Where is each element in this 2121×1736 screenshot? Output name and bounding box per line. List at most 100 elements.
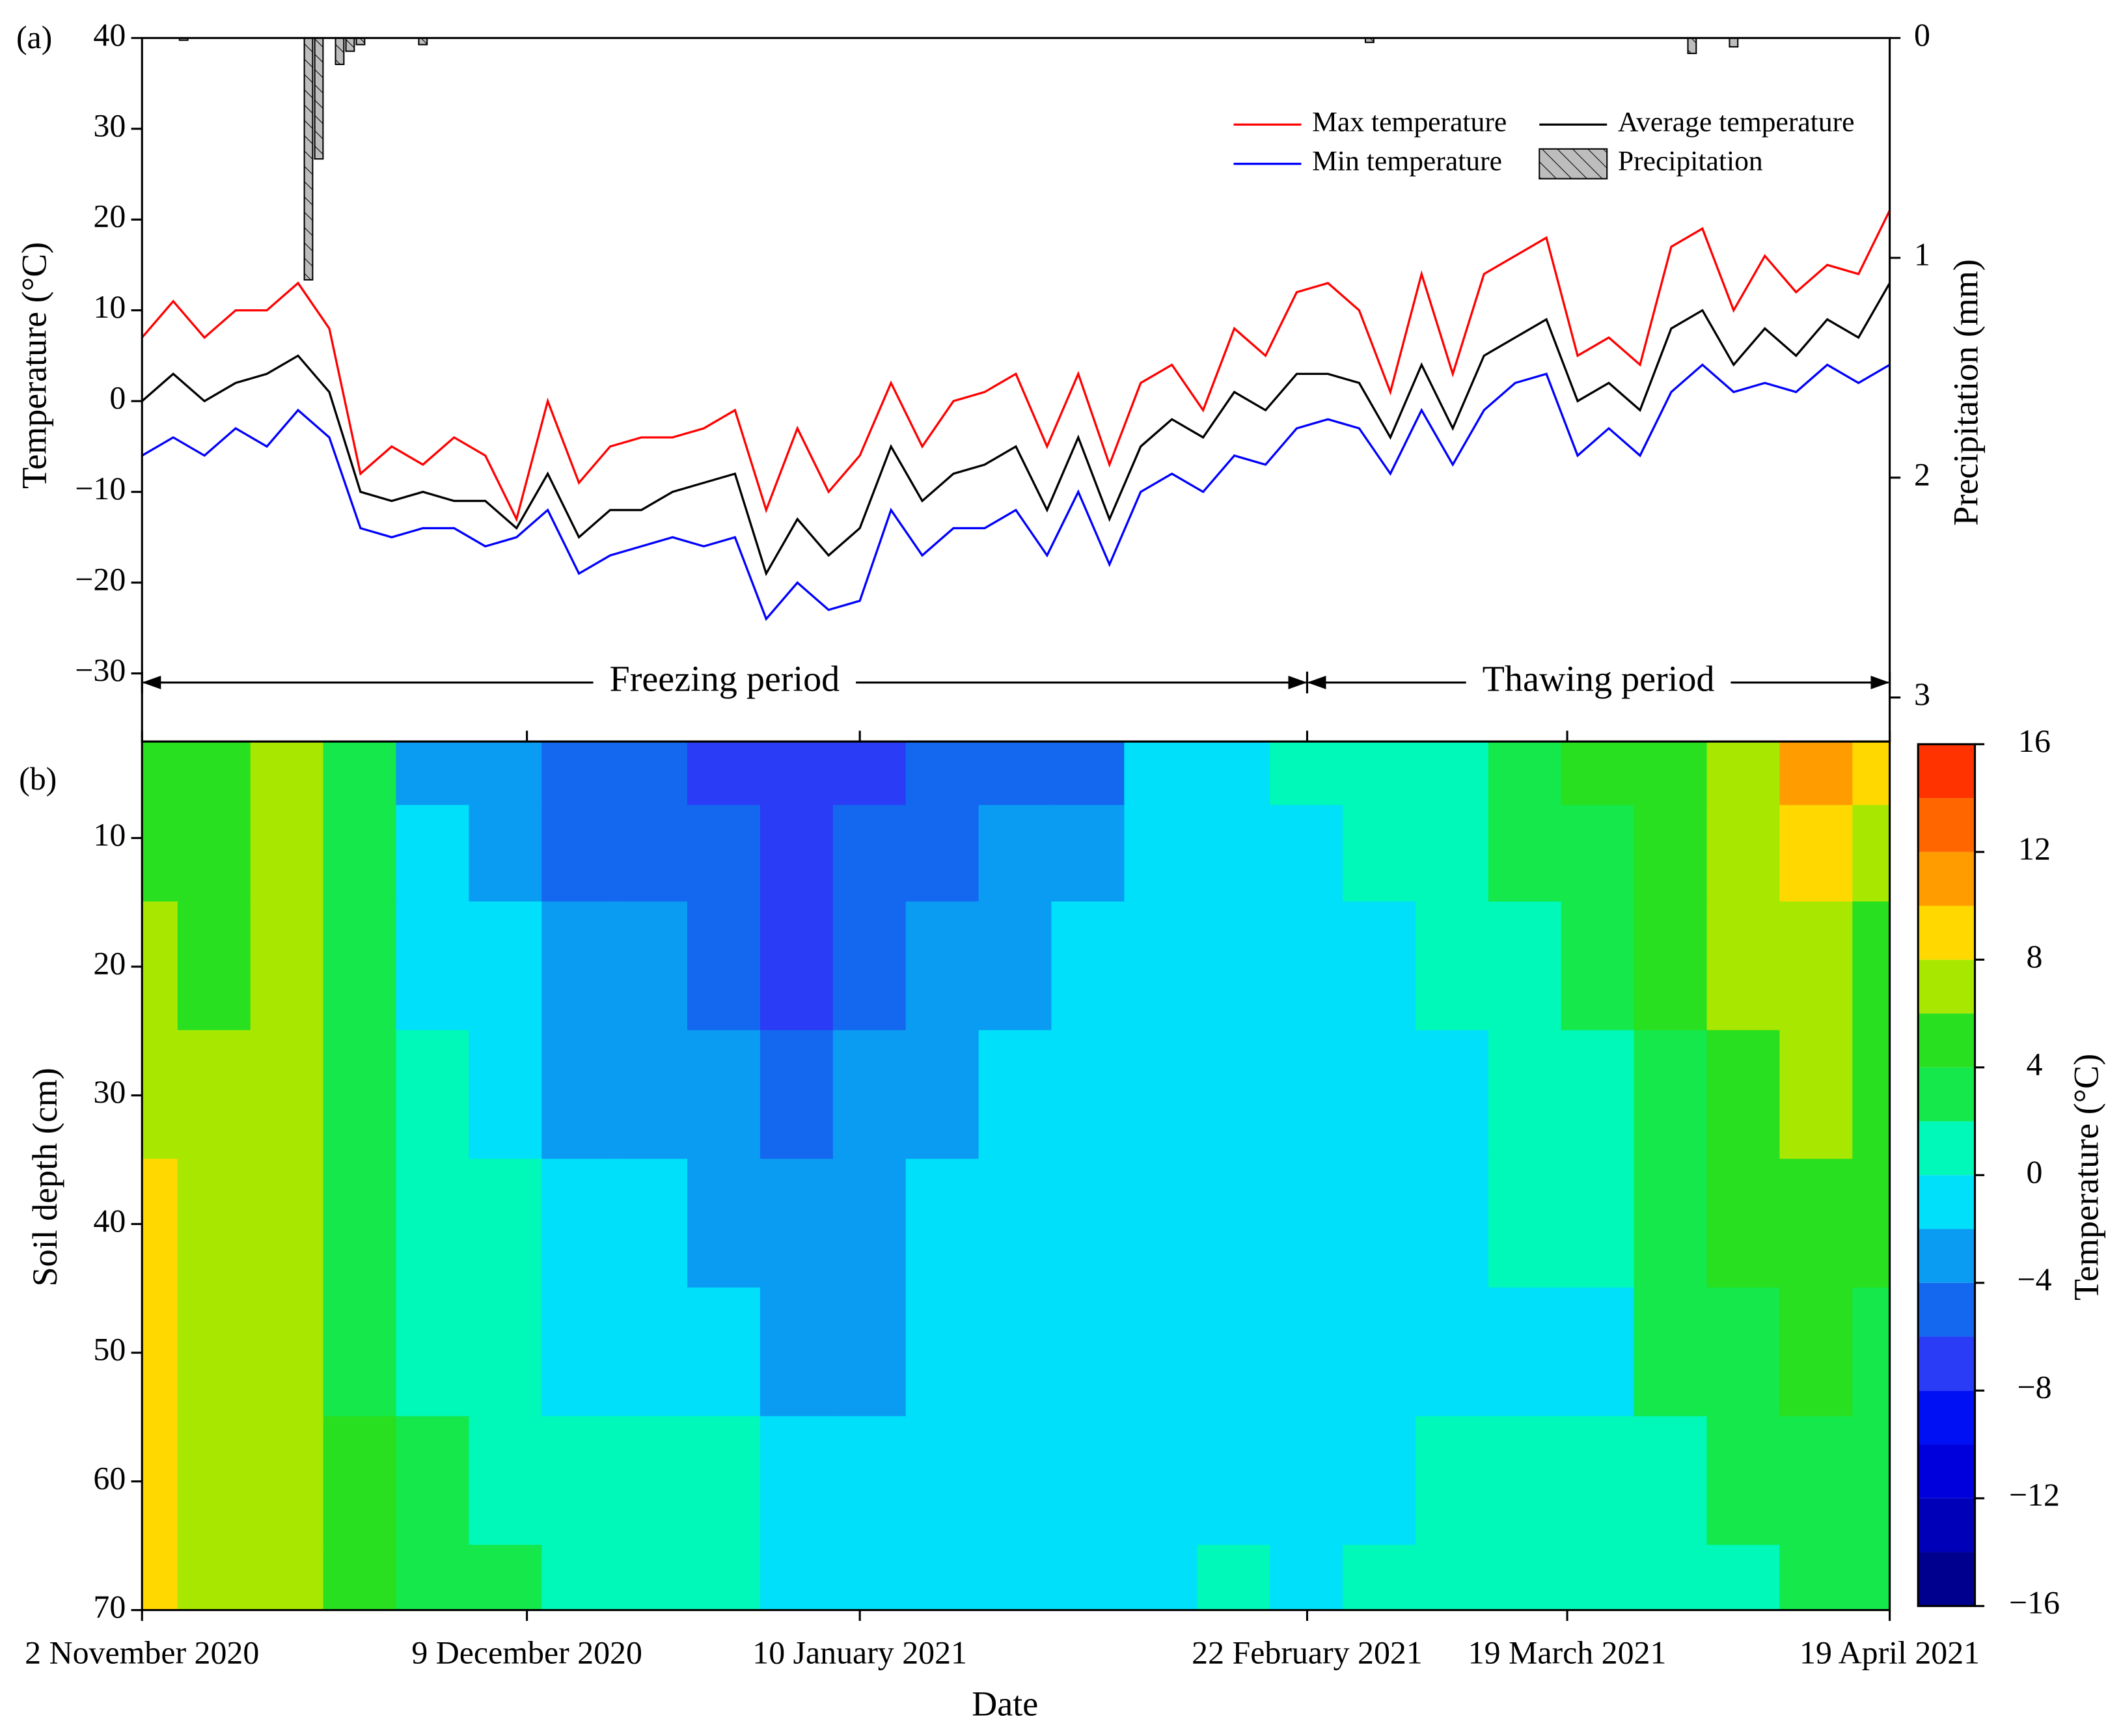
- contour-cell: [1488, 1416, 1563, 1547]
- contour-cell: [469, 1159, 543, 1289]
- contour-cell: [687, 1545, 762, 1610]
- contour-cell: [142, 1159, 180, 1289]
- contour-cell: [323, 1545, 398, 1610]
- contour-cell: [1852, 1545, 1890, 1610]
- contour-cell: [759, 1416, 835, 1547]
- contour-cell: [978, 1030, 1054, 1161]
- contour-cell: [541, 1545, 616, 1610]
- contour-cell: [614, 1030, 689, 1161]
- plot-frame: [141, 740, 1891, 1612]
- contour-cell: [1779, 1030, 1854, 1161]
- precipitation-bar: [1364, 38, 1375, 44]
- contour-cell: [250, 1287, 325, 1418]
- contour-cell: [759, 1030, 835, 1161]
- contour-cell: [1343, 1159, 1417, 1289]
- contour-cell: [541, 901, 616, 1032]
- legend-label: Min temperature: [1312, 146, 1502, 177]
- contour-cell: [687, 1159, 762, 1289]
- contour-cell: [250, 1545, 325, 1610]
- contour-cell: [1197, 901, 1272, 1032]
- colorbar-band: [1918, 798, 1975, 852]
- contour-cell: [177, 901, 253, 1032]
- colorbar-band: [1918, 1390, 1975, 1445]
- x-tick-label: 2 November 2020: [25, 1635, 259, 1671]
- contour-cell: [323, 901, 398, 1032]
- contour-cell: [142, 741, 180, 807]
- colorbar-band: [1918, 1552, 1975, 1606]
- temperature-line: [142, 210, 1890, 523]
- contour-cell: [469, 805, 543, 903]
- contour-cell: [1270, 1030, 1345, 1161]
- contour-cell: [1415, 901, 1490, 1032]
- contour-cell: [469, 741, 543, 807]
- contour-cell: [832, 741, 908, 807]
- contour-cell: [978, 1159, 1054, 1289]
- x-axis-label: Date: [972, 1685, 1038, 1724]
- contour-cell: [832, 1159, 908, 1289]
- contour-cell: [323, 741, 398, 807]
- contour-cell: [1197, 805, 1272, 903]
- contour-cell: [250, 1416, 325, 1547]
- contour-cell: [396, 1545, 471, 1610]
- contour-cell: [177, 805, 253, 903]
- contour-cell: [687, 741, 762, 807]
- contour-cell: [1561, 1159, 1636, 1289]
- contour-cell: [1488, 741, 1563, 807]
- contour-cell: [1415, 1159, 1490, 1289]
- contour-cell: [1270, 1545, 1345, 1610]
- contour-cell: [687, 1416, 762, 1547]
- contour-cell: [1488, 1159, 1563, 1289]
- contour-cell: [1051, 901, 1127, 1032]
- contour-cell: [759, 805, 835, 903]
- panel-label: (a): [16, 20, 52, 55]
- colorbar-band: [1918, 1067, 1975, 1122]
- panel-label: (b): [19, 761, 57, 797]
- contour-cell: [1852, 1030, 1890, 1161]
- contour-layer: [142, 741, 1890, 1610]
- contour-cell: [142, 805, 180, 903]
- contour-cell: [323, 1287, 398, 1418]
- contour-cell: [541, 1030, 616, 1161]
- contour-cell: [177, 741, 253, 807]
- contour-cell: [1415, 741, 1490, 807]
- contour-cell: [687, 1287, 762, 1418]
- contour-cell: [541, 1287, 616, 1418]
- contour-cell: [1561, 901, 1636, 1032]
- contour-cell: [142, 901, 180, 1032]
- contour-cell: [978, 741, 1054, 807]
- precipitation-bar: [314, 38, 324, 160]
- contour-cell: [905, 1287, 981, 1418]
- precipitation-bar: [178, 38, 189, 41]
- contour-cell: [1343, 901, 1417, 1032]
- contour-cell: [1488, 805, 1563, 903]
- contour-cell: [142, 1030, 180, 1161]
- contour-cell: [905, 1030, 981, 1161]
- contour-cell: [396, 1159, 471, 1289]
- contour-cell: [1488, 1030, 1563, 1161]
- x-tick-label: 19 April 2021: [1799, 1635, 1980, 1671]
- contour-cell: [396, 1416, 471, 1547]
- contour-cell: [323, 1030, 398, 1161]
- contour-cell: [1415, 1030, 1490, 1161]
- y-tick-label: 10: [93, 289, 126, 325]
- x-tick-label: 10 January 2021: [752, 1635, 967, 1671]
- colorbar-band: [1918, 744, 1975, 799]
- contour-cell: [1051, 1287, 1127, 1418]
- contour-cell: [759, 1287, 835, 1418]
- colorbar-band: [1918, 1175, 1975, 1230]
- colorbar-band: [1918, 1282, 1975, 1337]
- contour-cell: [1197, 1030, 1272, 1161]
- colorbar-tick-label: −16: [2009, 1585, 2060, 1621]
- y-tick-label: −20: [75, 562, 126, 598]
- annotation: Freezing period: [610, 659, 840, 699]
- contour-cell: [1197, 1416, 1272, 1547]
- contour-cell: [1343, 1287, 1417, 1418]
- colorbar-tick-label: 0: [2027, 1154, 2043, 1190]
- y-tick-label: 50: [93, 1332, 126, 1368]
- contour-cell: [1415, 1287, 1490, 1418]
- y-tick-label: −30: [75, 652, 126, 688]
- contour-cell: [978, 1545, 1054, 1610]
- contour-cell: [1270, 1416, 1345, 1547]
